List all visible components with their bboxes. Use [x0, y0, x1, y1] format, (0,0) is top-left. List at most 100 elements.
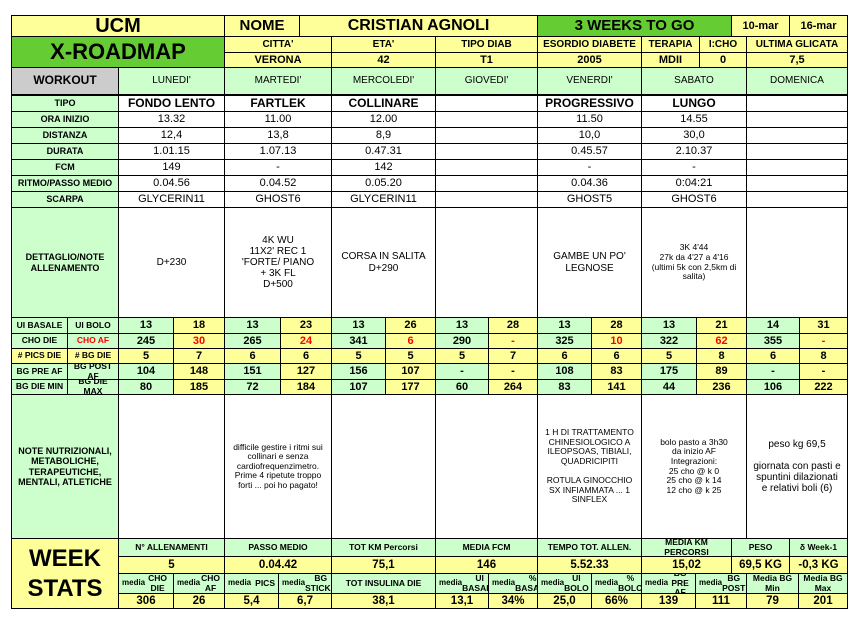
row-label-distanza: DISTANZA [11, 127, 119, 144]
cell-ui_basale-4: 13 [537, 317, 592, 334]
cell-scarpa-4: GHOST5 [537, 191, 642, 208]
cell-ritmo-5: 0:04:21 [641, 175, 747, 192]
week-subheader-8: media% BOLO [591, 573, 642, 594]
cell-note-4: 1 H DI TRATTAMENTO CHINESIOLOGICO A ILEO… [537, 394, 642, 539]
cell-ui_bolo-0: 18 [173, 317, 225, 334]
week-header-4: TEMPO TOT. ALLEN. [537, 538, 642, 557]
cell-ui_basale-0: 13 [118, 317, 174, 334]
cell-ora-3 [435, 111, 538, 128]
cell-cho_die-3: 290 [435, 333, 489, 349]
cell-ritmo-1: 0.04.52 [224, 175, 332, 192]
row-label-scarpa: SCARPA [11, 191, 119, 208]
week-subheader-8-label: % BOLO [618, 573, 642, 593]
week-subvalue-5: 13,1 [435, 593, 489, 609]
cell-bg_pre-4: 108 [537, 363, 592, 380]
cell-cho_die-1: 265 [224, 333, 281, 349]
cell-fcm-5: - [641, 159, 747, 176]
week-value-5: 15,02 [641, 556, 732, 574]
cell-pics-1: 6 [224, 348, 281, 364]
week-header-2: TOT KM Percorsi [331, 538, 436, 557]
row-label-dettaglio: DETTAGLIO/NOTE ALLENAMENTO [11, 207, 119, 318]
day-header-3: GIOVEDI' [435, 67, 538, 95]
week-subheader-2: media PICS [224, 573, 279, 594]
cell-bg_max-0: 185 [173, 379, 225, 395]
row-label-fcm: FCM [11, 159, 119, 176]
week-header-3: MEDIA FCM [435, 538, 538, 557]
cell-ritmo-4: 0.04.36 [537, 175, 642, 192]
cell-fcm-1: - [224, 159, 332, 176]
cell-ui_bolo-6: 31 [799, 317, 848, 334]
cell-bg_die-5: 8 [696, 348, 747, 364]
cell-note-6: peso kg 69,5 giornata con pasti e spunti… [746, 394, 848, 539]
cell-ora-0: 13.32 [118, 111, 225, 128]
week-subheader-1-label: CHO AF [201, 573, 220, 593]
header-label-icho: I:CHO [699, 36, 747, 53]
week-subheader-7-label: UI BOLO [564, 573, 589, 593]
header-label-tipo_diab: TIPO DIAB [435, 36, 538, 53]
cell-tipo-5: LUNGO [641, 95, 747, 112]
day-header-5: SABATO [641, 67, 747, 95]
cell-bg_post-3: - [488, 363, 538, 380]
row-label-bg_post: BG POST AF [67, 363, 119, 380]
cell-distanza-2: 8,9 [331, 127, 436, 144]
week-subvalue-0: 306 [118, 593, 174, 609]
cell-ora-1: 11.00 [224, 111, 332, 128]
cell-pics-2: 5 [331, 348, 386, 364]
cell-bg_max-3: 264 [488, 379, 538, 395]
cell-durata-6 [746, 143, 848, 160]
cell-cho_die-4: 325 [537, 333, 592, 349]
week-subheader-0-prefix: media [122, 578, 146, 588]
cell-dettaglio-6 [746, 207, 848, 318]
cell-tipo-1: FARTLEK [224, 95, 332, 112]
week-subvalue-8: 66% [591, 593, 642, 609]
week-subheader-3-label: BG STICKS [305, 573, 331, 593]
weeks-to-go: 3 WEEKS TO GO [537, 15, 732, 37]
cell-bg_min-2: 107 [331, 379, 386, 395]
week-subheader-6-prefix: media [492, 578, 516, 588]
week-subvalue-7: 25,0 [537, 593, 592, 609]
week-header-0: N° ALLENAMENTI [118, 538, 225, 557]
title-ucm: UCM [11, 15, 225, 37]
cell-fcm-6 [746, 159, 848, 176]
cell-ui_basale-5: 13 [641, 317, 697, 334]
day-header-6: DOMENICA [746, 67, 848, 95]
cell-bg_die-3: 7 [488, 348, 538, 364]
cell-ora-2: 12.00 [331, 111, 436, 128]
cell-note-3 [435, 394, 538, 539]
week-subheader-9-label: BG PRE AF [671, 573, 689, 594]
week-value-1: 0.04.42 [224, 556, 332, 574]
cell-durata-0: 1.01.15 [118, 143, 225, 160]
row-label-ora: ORA INIZIO [11, 111, 119, 128]
header-label-glicata: ULTIMA GLICATA [746, 36, 848, 53]
cell-cho_af-3: - [488, 333, 538, 349]
header-value-icho: 0 [699, 52, 747, 68]
cell-bg_pre-2: 156 [331, 363, 386, 380]
cell-bg_max-1: 184 [280, 379, 332, 395]
cell-pics-5: 5 [641, 348, 697, 364]
cell-bg_pre-5: 175 [641, 363, 697, 380]
cell-cho_af-4: 10 [591, 333, 642, 349]
week-subheader-12: Media BG Max [798, 573, 848, 594]
cell-cho_af-0: 30 [173, 333, 225, 349]
week-stats-title: WEEK STATS [11, 538, 119, 609]
header-value-eta: 42 [331, 52, 436, 68]
week-subvalue-4: 38,1 [331, 593, 436, 609]
week-value-0: 5 [118, 556, 225, 574]
week-subheader-3-prefix: media [282, 578, 306, 588]
row-label-tipo: TIPO [11, 95, 119, 112]
header-label-terapia: TERAPIA [641, 36, 700, 53]
row-label-ritmo: RITMO/PASSO MEDIO [11, 175, 119, 192]
week-subheader-0-label: CHO DIE [148, 573, 167, 593]
cell-bg_max-4: 141 [591, 379, 642, 395]
cell-scarpa-5: GHOST6 [641, 191, 747, 208]
cell-bg_post-6: - [799, 363, 848, 380]
cell-ui_bolo-4: 28 [591, 317, 642, 334]
week-subvalue-3: 6,7 [278, 593, 332, 609]
cell-fcm-2: 142 [331, 159, 436, 176]
week-subheader-2-prefix: media [228, 578, 252, 588]
cell-dettaglio-3 [435, 207, 538, 318]
cell-durata-2: 0.47.31 [331, 143, 436, 160]
cell-ui_basale-2: 13 [331, 317, 386, 334]
cell-pics-4: 6 [537, 348, 592, 364]
date-from: 10-mar [731, 15, 790, 37]
